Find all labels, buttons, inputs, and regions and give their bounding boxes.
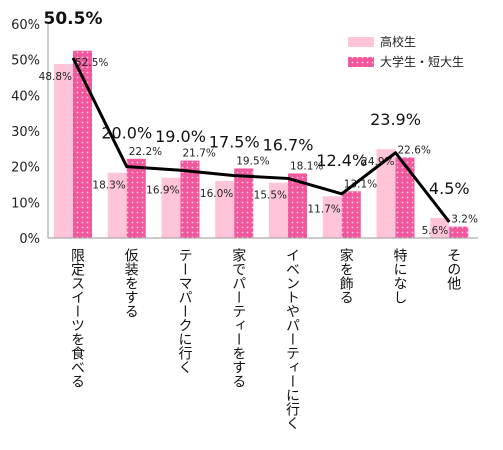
bar-data-label: 18.3% [92, 180, 125, 192]
y-tick-label: 20% [11, 161, 40, 176]
category-label: 特になし [392, 248, 408, 304]
bar-data-label: 22.2% [129, 146, 162, 158]
bar-highschool [107, 172, 127, 238]
bar-highschool [161, 177, 181, 238]
line-data-label: 16.7% [263, 135, 314, 154]
bar-data-label: 48.8% [39, 71, 72, 83]
line-data-label: 23.9% [370, 110, 421, 129]
bar-university [395, 157, 415, 238]
bar-data-label: 5.6% [422, 225, 449, 237]
category-label: 家を飾る [338, 247, 354, 304]
bar-highschool [215, 180, 235, 238]
legend-swatch [348, 57, 374, 67]
category-label: テーマパークに行く [177, 248, 193, 374]
bar-highschool [322, 196, 342, 238]
category-label: 家でパーティーをする [230, 247, 246, 388]
bar-data-label: 16.0% [200, 188, 233, 200]
bar-university [180, 160, 200, 238]
line-data-label: 4.5% [429, 179, 470, 198]
y-tick-label: 50% [11, 54, 40, 69]
y-tick-label: 10% [11, 196, 40, 211]
category-label: 仮装をする [123, 248, 139, 318]
line-data-label: 50.5% [44, 9, 103, 29]
bar-highschool [269, 182, 288, 238]
bar-data-label: 18.1% [290, 160, 323, 172]
y-tick-label: 30% [11, 125, 40, 140]
bar-highschool [430, 218, 450, 238]
line-data-label: 17.5% [209, 133, 260, 152]
category-label: イベントやパーティーに行く [284, 248, 300, 430]
legend-swatch [348, 37, 374, 47]
bar-data-label: 16.9% [146, 185, 179, 197]
bar-highschool [376, 149, 396, 238]
bar-university [73, 50, 92, 238]
bar-university [288, 173, 307, 238]
average-line [71, 57, 451, 223]
bars [54, 50, 469, 238]
line-data-label: 20.0% [101, 124, 152, 143]
axes [47, 24, 478, 239]
y-tick-label: 40% [11, 89, 40, 104]
bar-data-label: 15.5% [254, 190, 287, 202]
bar-data-label: 19.5% [236, 155, 269, 167]
bar-university [234, 168, 254, 238]
bar-data-label: 52.5% [75, 57, 108, 69]
bar-university [341, 191, 361, 238]
y-tick-label: 60% [11, 18, 40, 33]
category-label: 限定スイーツを食べる [69, 248, 85, 388]
legend-label: 高校生 [380, 34, 416, 49]
average-line-path [71, 57, 451, 223]
category-labels: 限定スイーツを食べる 仮装をする テーマパークに行く 家でパーティーをする イベントやパ… [69, 247, 461, 430]
y-axis-ticks: 0% 10% 20% 30% 40% 50% 60% [11, 18, 40, 247]
bar-university [449, 226, 469, 238]
line-data-label: 12.4% [316, 151, 367, 170]
bar-data-label: 22.6% [398, 144, 431, 156]
line-data-labels: 50.5% 20.0% 19.0% 17.5% 16.7%12.4% 23.9% 4.5% [44, 9, 470, 198]
line-data-label: 19.0% [155, 127, 206, 146]
bar-data-label: 3.2% [451, 214, 478, 226]
bar-highschool [54, 63, 73, 238]
bar-university [126, 158, 146, 238]
legend-label: 大学生・短大生 [380, 54, 464, 69]
y-tick-label: 0% [19, 232, 40, 247]
bar-data-label: 11.7% [307, 203, 340, 215]
category-label: その他 [445, 248, 461, 291]
bar-data-label: 21.7% [183, 148, 216, 160]
